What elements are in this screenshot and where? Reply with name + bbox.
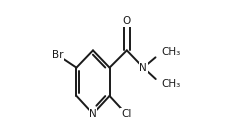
Text: CH₃: CH₃: [161, 47, 180, 57]
Text: O: O: [122, 16, 130, 26]
Text: N: N: [139, 63, 146, 73]
Text: CH₃: CH₃: [161, 79, 180, 89]
Text: Cl: Cl: [120, 109, 131, 119]
Text: Br: Br: [52, 50, 63, 60]
Text: N: N: [89, 109, 97, 119]
